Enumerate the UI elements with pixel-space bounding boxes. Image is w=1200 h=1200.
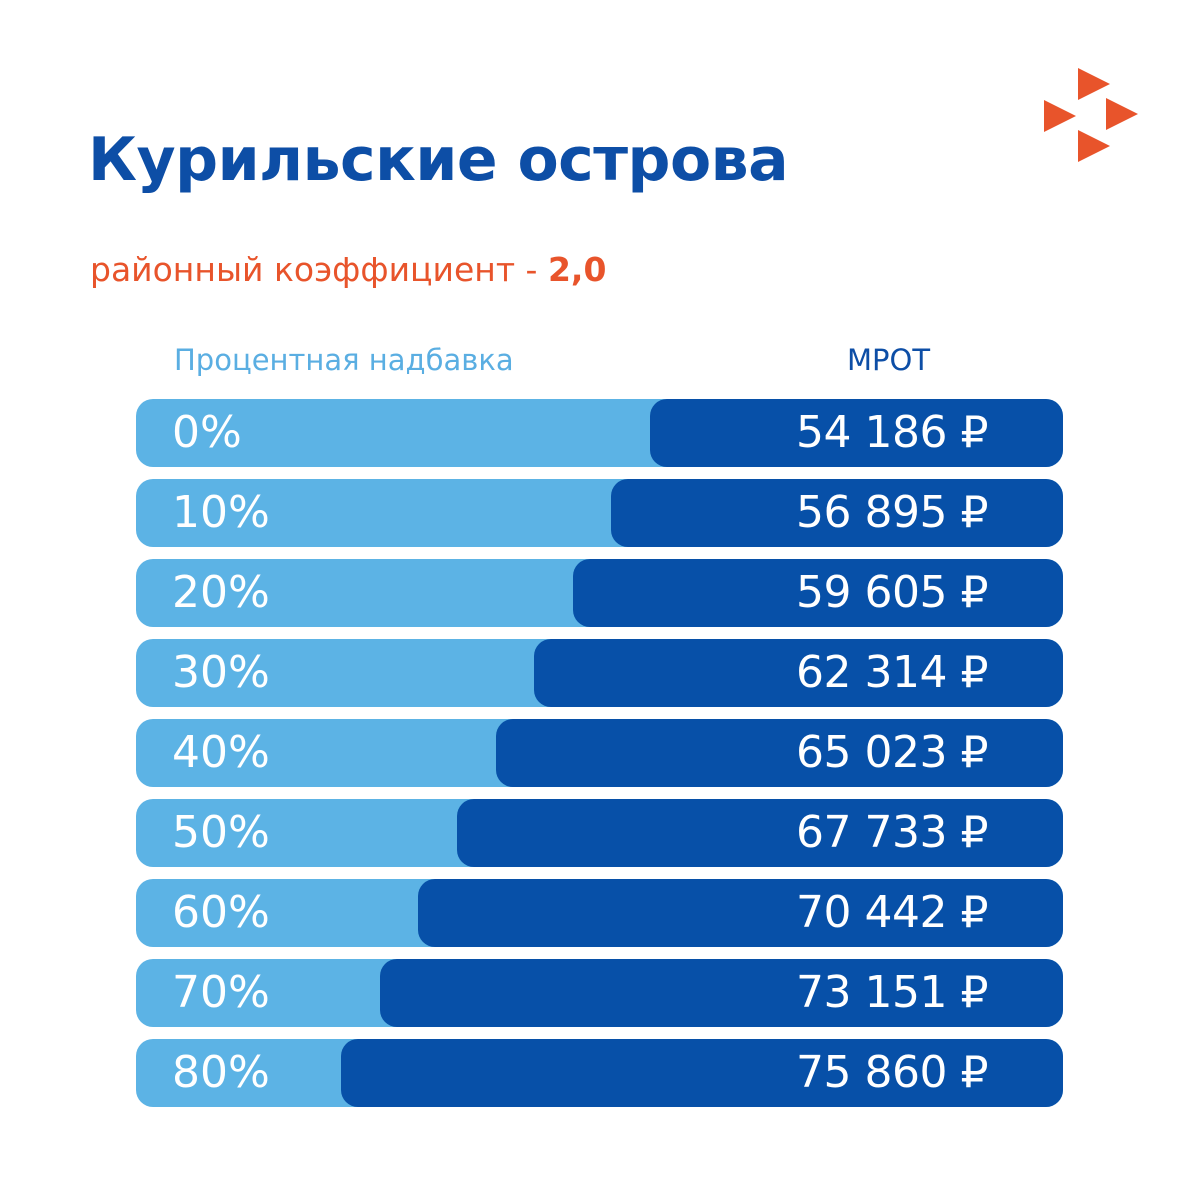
chart-row: 70% 73 151 ₽ <box>136 959 1063 1027</box>
category-label: 60% <box>172 887 270 938</box>
column-header-mrot: МРОТ <box>847 343 931 377</box>
chart-row: 60% 70 442 ₽ <box>136 879 1063 947</box>
district-coefficient-label: районный коэффициент - <box>90 250 548 289</box>
chart-bar <box>456 799 1063 867</box>
chart-bar <box>572 559 1063 627</box>
category-label: 80% <box>172 1047 270 1098</box>
data-label: 54 186 ₽ <box>796 407 988 458</box>
arrows-logo-icon <box>1044 68 1138 162</box>
data-label: 70 442 ₽ <box>796 887 988 938</box>
data-label: 65 023 ₽ <box>796 727 988 778</box>
data-label: 73 151 ₽ <box>796 967 988 1018</box>
chart-row: 40% 65 023 ₽ <box>136 719 1063 787</box>
chart-row: 80% 75 860 ₽ <box>136 1039 1063 1107</box>
allowance-chart: 0% 54 186 ₽ 10% 56 895 ₽ 20% 59 605 ₽ 30% 62 31… <box>136 399 1063 1109</box>
chart-bar <box>611 479 1063 547</box>
district-coefficient: районный коэффициент - 2,0 <box>90 246 606 294</box>
chart-bar <box>650 399 1063 467</box>
chart-row: 50% 67 733 ₽ <box>136 799 1063 867</box>
chart-row: 30% 62 314 ₽ <box>136 639 1063 707</box>
chart-bar <box>341 1039 1063 1107</box>
category-label: 40% <box>172 727 270 778</box>
chart-row: 10% 56 895 ₽ <box>136 479 1063 547</box>
chart-row: 0% 54 186 ₽ <box>136 399 1063 467</box>
page-title: Курильские острова <box>88 125 789 195</box>
category-label: 0% <box>172 407 242 458</box>
chart-bar <box>379 959 1063 1027</box>
category-label: 70% <box>172 967 270 1018</box>
data-label: 62 314 ₽ <box>796 647 988 698</box>
data-label: 56 895 ₽ <box>796 487 988 538</box>
data-label: 59 605 ₽ <box>796 567 988 618</box>
chart-bar <box>495 719 1063 787</box>
chart-bar <box>534 639 1063 707</box>
category-label: 10% <box>172 487 270 538</box>
data-label: 75 860 ₽ <box>796 1047 988 1098</box>
data-label: 67 733 ₽ <box>796 807 988 858</box>
district-coefficient-value: 2,0 <box>547 250 607 289</box>
chart-row: 20% 59 605 ₽ <box>136 559 1063 627</box>
category-label: 30% <box>172 647 270 698</box>
column-header-allowance: Процентная надбавка <box>174 343 514 377</box>
chart-bar <box>418 879 1063 947</box>
category-label: 50% <box>172 807 270 858</box>
category-label: 20% <box>172 567 270 618</box>
